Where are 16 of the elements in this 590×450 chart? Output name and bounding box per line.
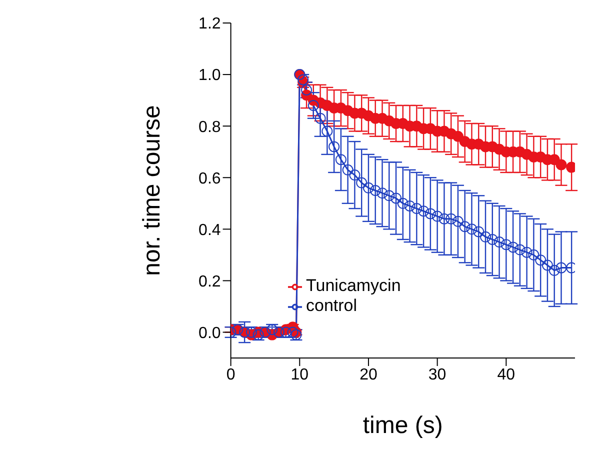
- x-tick-label: 30: [428, 366, 446, 384]
- y-tick-label: 0.8: [198, 118, 221, 136]
- y-tick-label: 0.0: [198, 324, 221, 342]
- y-tick-label: 0.6: [198, 170, 221, 188]
- y-tick-label: 0.2: [198, 273, 221, 290]
- x-tick-label: 20: [360, 366, 378, 384]
- y-tick-label: 1.0: [198, 67, 221, 84]
- x-axis-title: time (s): [362, 412, 443, 439]
- x-tick-label: 40: [497, 366, 516, 384]
- x-tick-label: 0: [226, 366, 236, 384]
- legend-label: control: [306, 296, 358, 315]
- y-axis-title: nor. time course: [138, 105, 166, 276]
- x-tick-label: 10: [290, 366, 309, 384]
- y-tick-label: 0.4: [198, 222, 221, 239]
- y-tick-label: 1.2: [198, 16, 221, 33]
- legend-label: Tunicamycin: [306, 276, 401, 295]
